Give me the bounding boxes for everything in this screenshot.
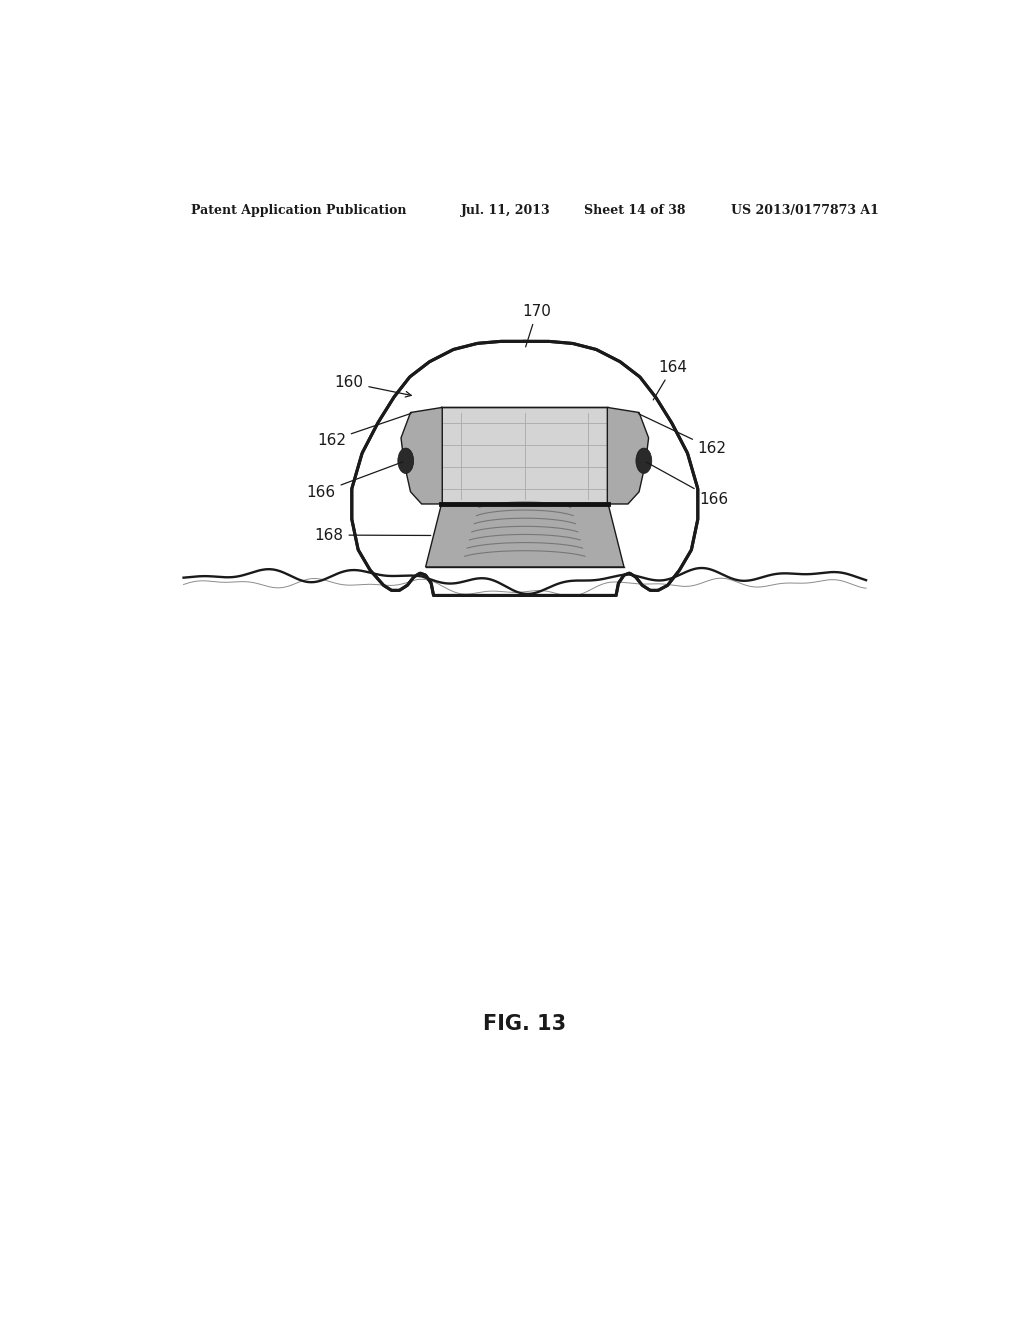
Text: 162: 162: [638, 413, 727, 457]
Text: FIG. 13: FIG. 13: [483, 1014, 566, 1035]
Text: Patent Application Publication: Patent Application Publication: [191, 205, 407, 216]
Text: Jul. 11, 2013: Jul. 11, 2013: [461, 205, 551, 216]
Text: 170: 170: [522, 304, 551, 347]
Text: 166: 166: [646, 462, 728, 507]
Polygon shape: [441, 408, 608, 504]
Polygon shape: [426, 504, 624, 568]
Polygon shape: [401, 408, 442, 504]
Text: 162: 162: [316, 413, 411, 447]
Polygon shape: [607, 408, 648, 504]
Ellipse shape: [636, 447, 652, 474]
Text: 168: 168: [314, 528, 431, 543]
Text: US 2013/0177873 A1: US 2013/0177873 A1: [731, 205, 879, 216]
Text: 164: 164: [653, 360, 687, 400]
Ellipse shape: [398, 447, 414, 474]
Text: 166: 166: [306, 462, 403, 500]
Polygon shape: [352, 342, 697, 595]
Text: Sheet 14 of 38: Sheet 14 of 38: [585, 205, 686, 216]
Text: 160: 160: [334, 375, 412, 397]
